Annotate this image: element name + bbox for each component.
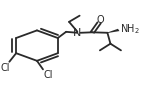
Text: N: N <box>73 28 81 38</box>
Polygon shape <box>107 29 119 33</box>
Text: NH$_2$: NH$_2$ <box>120 23 140 36</box>
Text: Cl: Cl <box>1 63 10 73</box>
Text: Cl: Cl <box>43 70 53 80</box>
Text: O: O <box>96 15 104 25</box>
